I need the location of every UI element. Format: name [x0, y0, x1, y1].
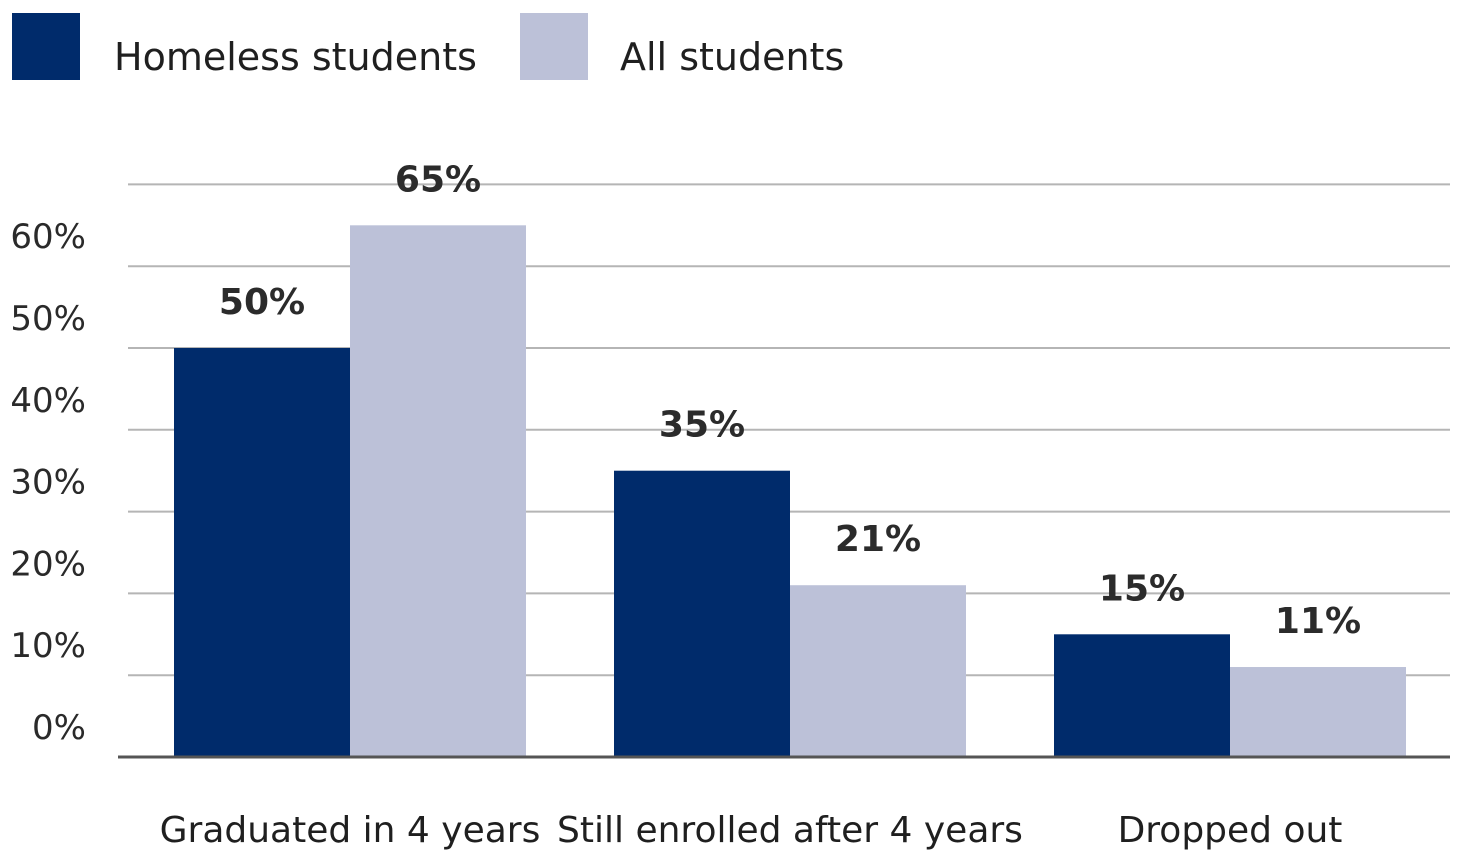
bar-1-3	[1054, 634, 1230, 757]
y-tick-label: 50%	[10, 299, 86, 339]
data-label: 65%	[395, 159, 481, 200]
y-tick-label: 60%	[10, 217, 86, 257]
x-tick-label: Graduated in 4 years	[160, 810, 541, 851]
legend-swatch-2	[520, 13, 588, 80]
y-tick-label: 30%	[10, 463, 86, 503]
data-label: 35%	[659, 405, 745, 446]
legend-swatch-1	[12, 13, 80, 80]
data-labels: 50% 65% 35% 21% 15% 11%	[219, 159, 1361, 642]
bar-2-1	[350, 225, 526, 758]
y-tick-label: 10%	[10, 626, 86, 666]
bar-1-1	[174, 348, 350, 757]
x-tick-label: Dropped out	[1118, 810, 1343, 851]
legend: Homeless students All students	[12, 13, 844, 80]
y-tick-label: 40%	[10, 381, 86, 421]
legend-label-1: Homeless students	[114, 35, 477, 79]
y-tick-label: 0%	[32, 708, 86, 748]
bars	[174, 225, 1406, 758]
bar-2-3	[1230, 667, 1406, 757]
data-label: 15%	[1099, 568, 1185, 609]
x-tick-label: Still enrolled after 4 years	[557, 810, 1023, 851]
data-label: 21%	[835, 519, 921, 560]
data-label: 50%	[219, 282, 305, 323]
y-tick-label: 20%	[10, 544, 86, 584]
bar-1-2	[614, 470, 790, 757]
bar-2-2	[790, 585, 966, 757]
y-axis-ticks: 0% 10% 20% 30% 40% 50% 60%	[10, 217, 86, 748]
data-label: 11%	[1275, 601, 1361, 642]
legend-label-2: All students	[620, 35, 844, 79]
x-axis-ticks: Graduated in 4 years Still enrolled after…	[160, 810, 1343, 851]
